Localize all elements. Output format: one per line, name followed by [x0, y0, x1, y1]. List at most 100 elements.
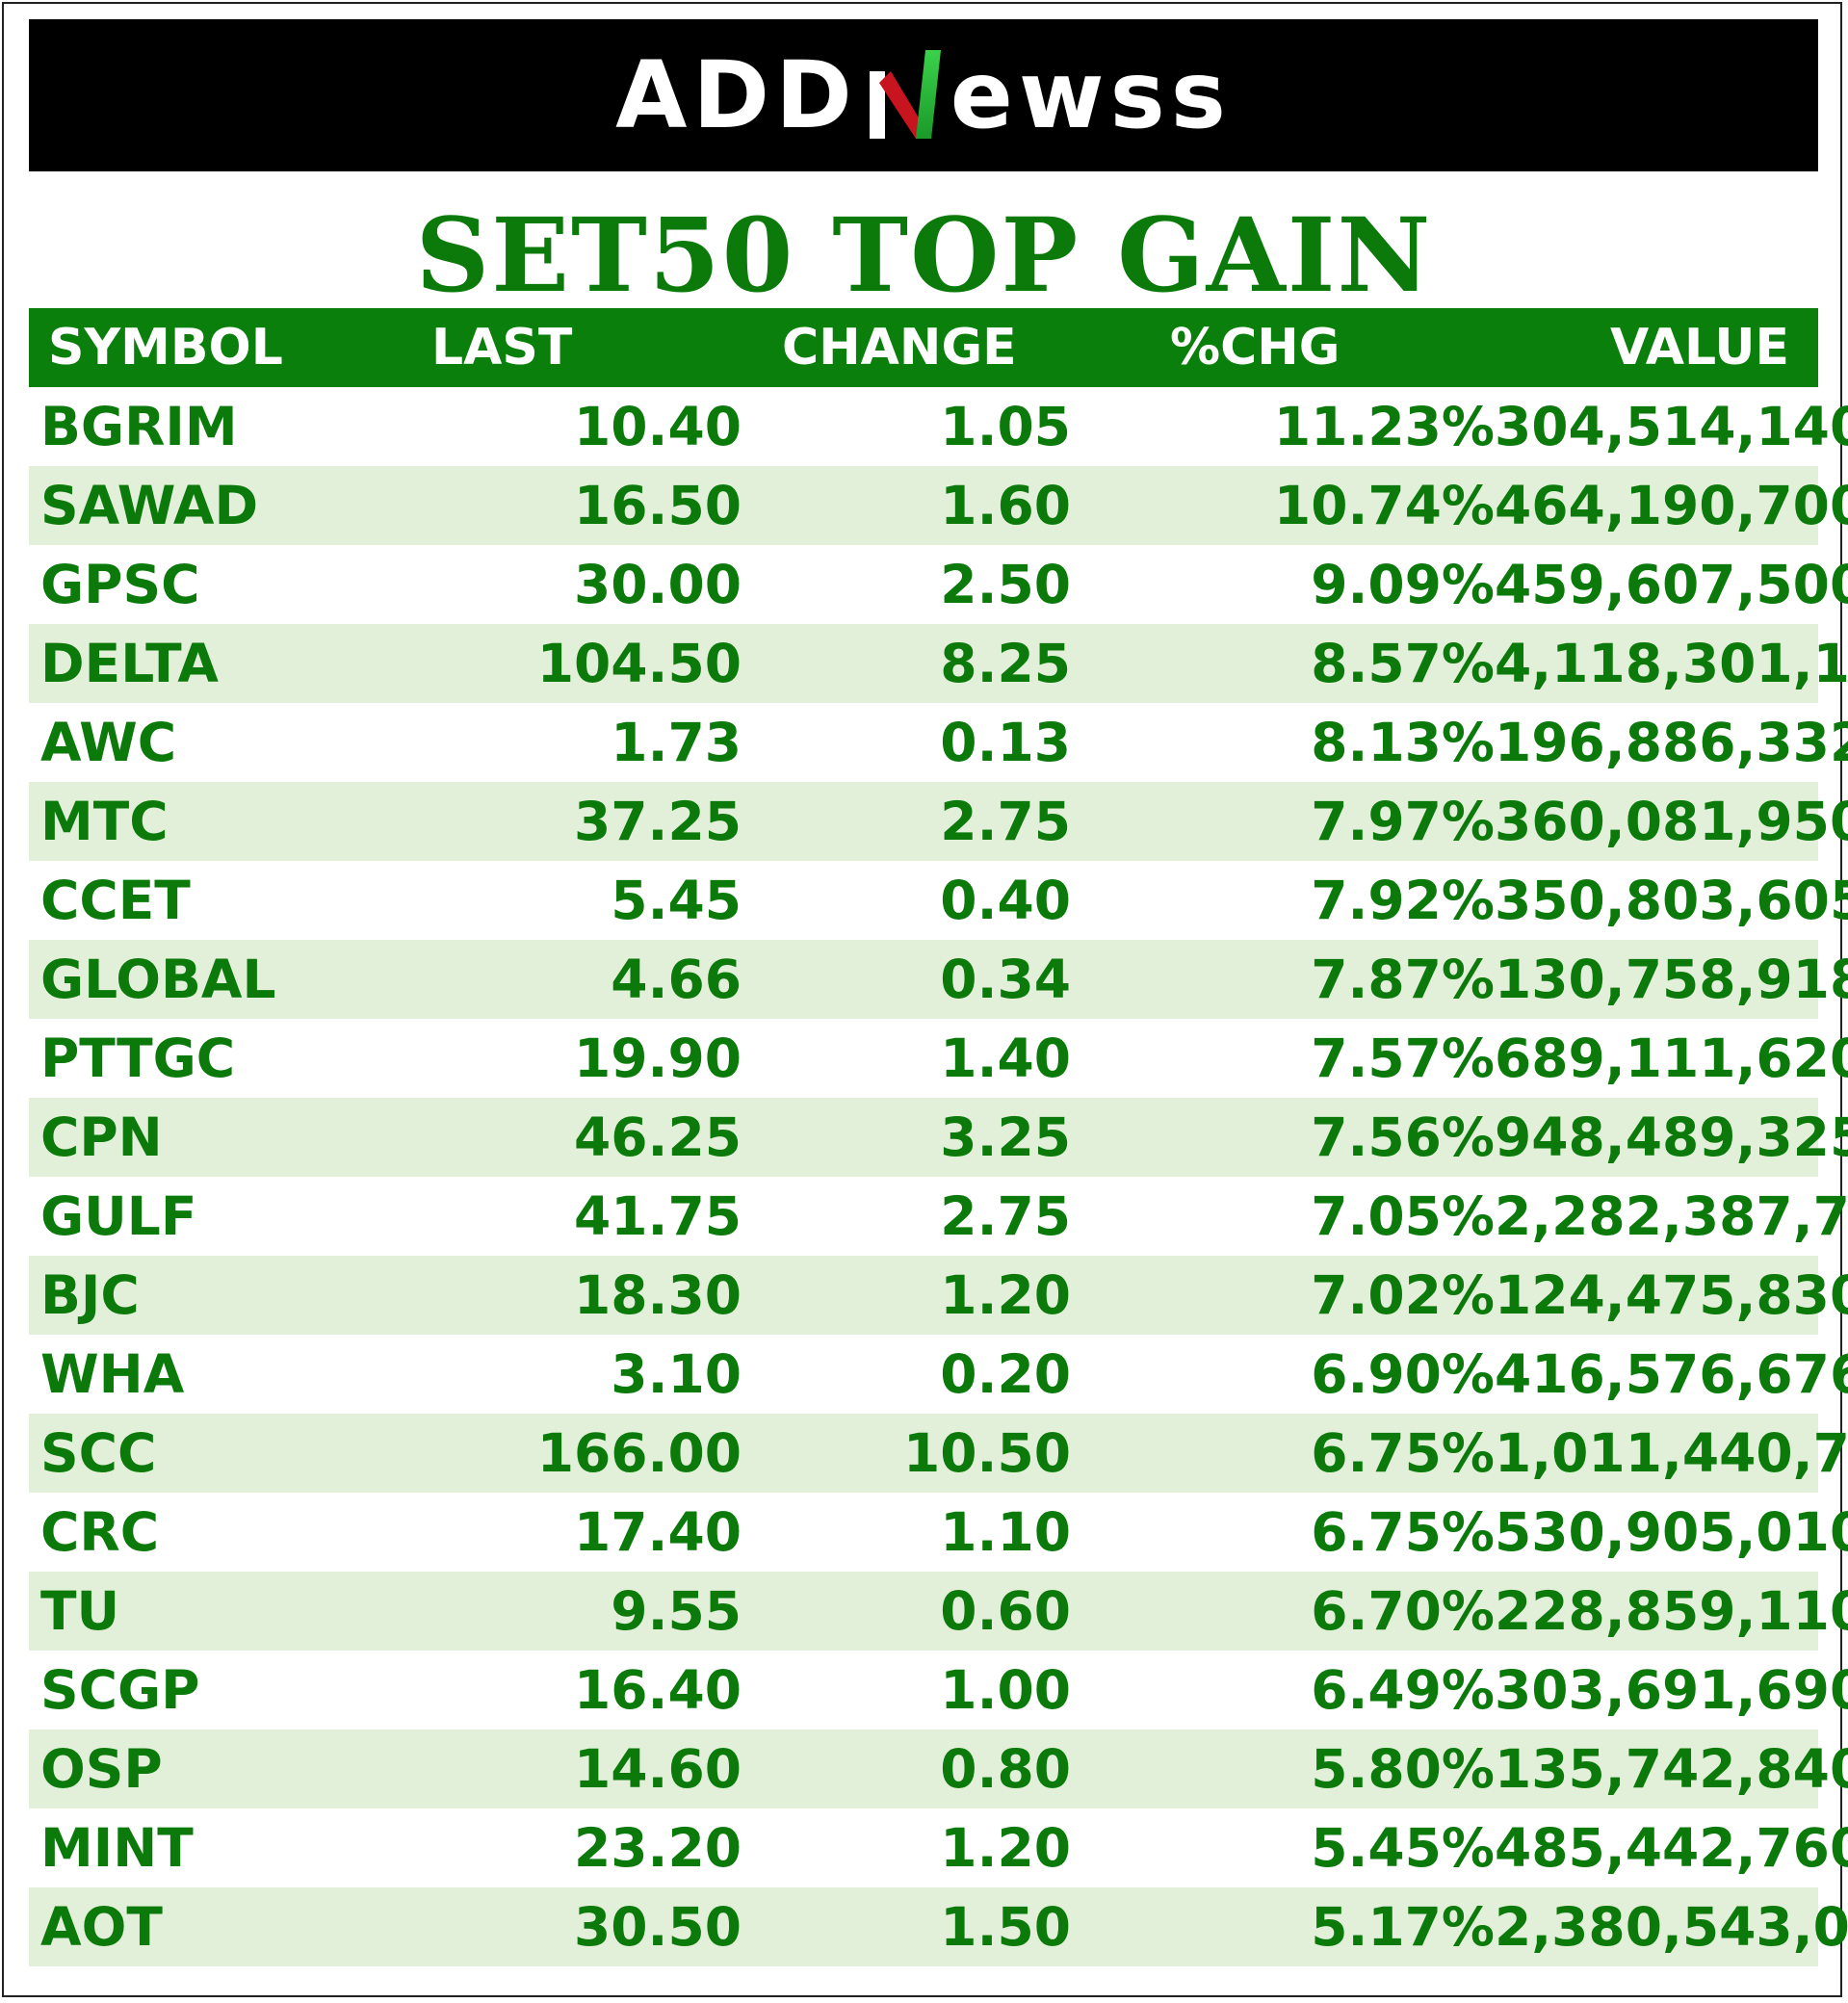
table-header-row: SYMBOL LAST CHANGE %CHG VALUE: [29, 308, 1818, 387]
cell-last: 3.10: [611, 1343, 742, 1405]
header-symbol: SYMBOL: [29, 308, 337, 387]
cell-symbol: MINT: [40, 1817, 194, 1879]
table-body: BGRIM 10.40 1.05 11.23% 304,514,140 SAWAD 16.5…: [29, 387, 1848, 1966]
cell-last: 17.40: [574, 1501, 742, 1563]
cell-pct-change: 7.05%: [1311, 1185, 1495, 1247]
cell-pct-change: 5.45%: [1311, 1817, 1495, 1879]
cell-symbol: BJC: [29, 1256, 337, 1335]
table-row: BJC 18.30 1.20 7.02% 124,475,830: [29, 1256, 1848, 1335]
logo-text-left: ADD: [615, 41, 858, 149]
cell-change: 2.50: [940, 554, 1071, 615]
cell-pct-change: 7.97%: [1071, 782, 1495, 861]
cell-pct-change: 5.80%: [1071, 1730, 1495, 1808]
cell-change: 0.20: [940, 1343, 1071, 1405]
cell-last: 4.66: [337, 940, 742, 1019]
cell-change: 1.00: [940, 1659, 1071, 1721]
header-pct-change: %CHG: [1071, 308, 1495, 387]
cell-last: 18.30: [337, 1256, 742, 1335]
table-row: CPN 46.25 3.25 7.56% 948,489,325: [29, 1098, 1848, 1177]
cell-symbol: BGRIM: [40, 396, 238, 457]
cell-last: 46.25: [337, 1098, 742, 1177]
cell-symbol: WHA: [40, 1343, 185, 1405]
cell-last: 16.50: [337, 466, 742, 545]
cell-value: 416,576,676: [1495, 1343, 1848, 1405]
cell-value: 304,514,140: [1495, 396, 1848, 457]
cell-last: 30.00: [574, 554, 742, 615]
cell-last: 30.50: [337, 1887, 742, 1966]
cell-change: 1.50: [742, 1887, 1071, 1966]
cell-value: 130,758,918: [1495, 940, 1848, 1019]
logo-n-mark-icon: [869, 50, 941, 139]
cell-symbol: AOT: [29, 1887, 337, 1966]
cell-symbol: AWC: [40, 712, 177, 773]
cell-last: 5.45: [611, 870, 742, 931]
cell-last: 41.75: [574, 1185, 742, 1247]
table-row: MTC 37.25 2.75 7.97% 360,081,950: [29, 782, 1848, 861]
cell-change: 1.20: [742, 1256, 1071, 1335]
cell-last: 1.73: [611, 712, 742, 773]
cell-value: 350,803,605: [1495, 870, 1848, 931]
cell-pct-change: 8.13%: [1311, 712, 1495, 773]
cell-last: 104.50: [337, 624, 742, 703]
cell-value: 360,081,950: [1495, 782, 1848, 861]
cell-value: 948,489,325: [1495, 1098, 1848, 1177]
cell-value: 303,691,690: [1495, 1659, 1848, 1721]
cell-pct-change: 7.87%: [1071, 940, 1495, 1019]
cell-pct-change: 6.75%: [1071, 1414, 1495, 1493]
addnewss-logo: ADD ewss: [615, 41, 1232, 149]
table-row: GPSC 30.00 2.50 9.09% 459,607,500: [29, 545, 1848, 624]
cell-symbol: CCET: [40, 870, 191, 931]
cell-pct-change: 7.02%: [1071, 1256, 1495, 1335]
cell-change: 3.25: [742, 1098, 1071, 1177]
cell-change: 1.10: [940, 1501, 1071, 1563]
table-row: WHA 3.10 0.20 6.90% 416,576,676: [29, 1335, 1848, 1414]
cell-pct-change: 6.70%: [1071, 1572, 1495, 1651]
cell-value: 485,442,760: [1495, 1817, 1848, 1879]
cell-pct-change: 8.57%: [1071, 624, 1495, 703]
cell-symbol: SCC: [29, 1414, 337, 1493]
cell-last: 19.90: [574, 1028, 742, 1089]
cell-change: 0.13: [940, 712, 1071, 773]
cell-symbol: DELTA: [29, 624, 337, 703]
cell-value: 135,742,840: [1495, 1730, 1848, 1808]
cell-value: 459,607,500: [1495, 554, 1848, 615]
cell-pct-change: 6.90%: [1311, 1343, 1495, 1405]
cell-change: 2.75: [940, 1185, 1071, 1247]
cell-last: 14.60: [337, 1730, 742, 1808]
cell-symbol: GLOBAL: [29, 940, 337, 1019]
cell-value: 2,380,543,075: [1495, 1887, 1848, 1966]
cell-pct-change: 6.75%: [1311, 1501, 1495, 1563]
cell-change: 0.60: [742, 1572, 1071, 1651]
cell-last: 37.25: [337, 782, 742, 861]
cell-value: 689,111,620: [1495, 1028, 1848, 1089]
logo-banner: ADD ewss: [29, 19, 1818, 171]
table-row: GLOBAL 4.66 0.34 7.87% 130,758,918: [29, 940, 1848, 1019]
cell-value: 124,475,830: [1495, 1256, 1848, 1335]
table-row: AWC 1.73 0.13 8.13% 196,886,332: [29, 703, 1848, 782]
cell-change: 0.40: [940, 870, 1071, 931]
cell-symbol: MTC: [29, 782, 337, 861]
cell-last: 23.20: [574, 1817, 742, 1879]
cell-pct-change: 7.92%: [1311, 870, 1495, 931]
cell-symbol: GULF: [40, 1185, 197, 1247]
cell-change: 1.40: [940, 1028, 1071, 1089]
cell-symbol: GPSC: [40, 554, 200, 615]
cell-symbol: CPN: [29, 1098, 337, 1177]
table-row: SCGP 16.40 1.00 6.49% 303,691,690: [29, 1651, 1848, 1730]
cell-change: 2.75: [742, 782, 1071, 861]
cell-pct-change: 6.49%: [1311, 1659, 1495, 1721]
cell-change: 8.25: [742, 624, 1071, 703]
cell-change: 1.05: [940, 396, 1071, 457]
cell-pct-change: 7.56%: [1071, 1098, 1495, 1177]
cell-pct-change: 9.09%: [1311, 554, 1495, 615]
cell-value: 530,905,010: [1495, 1501, 1848, 1563]
page-title: SET50 TOP GAIN: [415, 195, 1433, 315]
cell-pct-change: 10.74%: [1071, 466, 1495, 545]
cell-change: 0.34: [742, 940, 1071, 1019]
cell-last: 10.40: [574, 396, 742, 457]
cell-value: 1,011,440,700: [1495, 1414, 1848, 1493]
cell-value: 2,282,387,750: [1495, 1185, 1848, 1247]
cell-pct-change: 7.57%: [1311, 1028, 1495, 1089]
